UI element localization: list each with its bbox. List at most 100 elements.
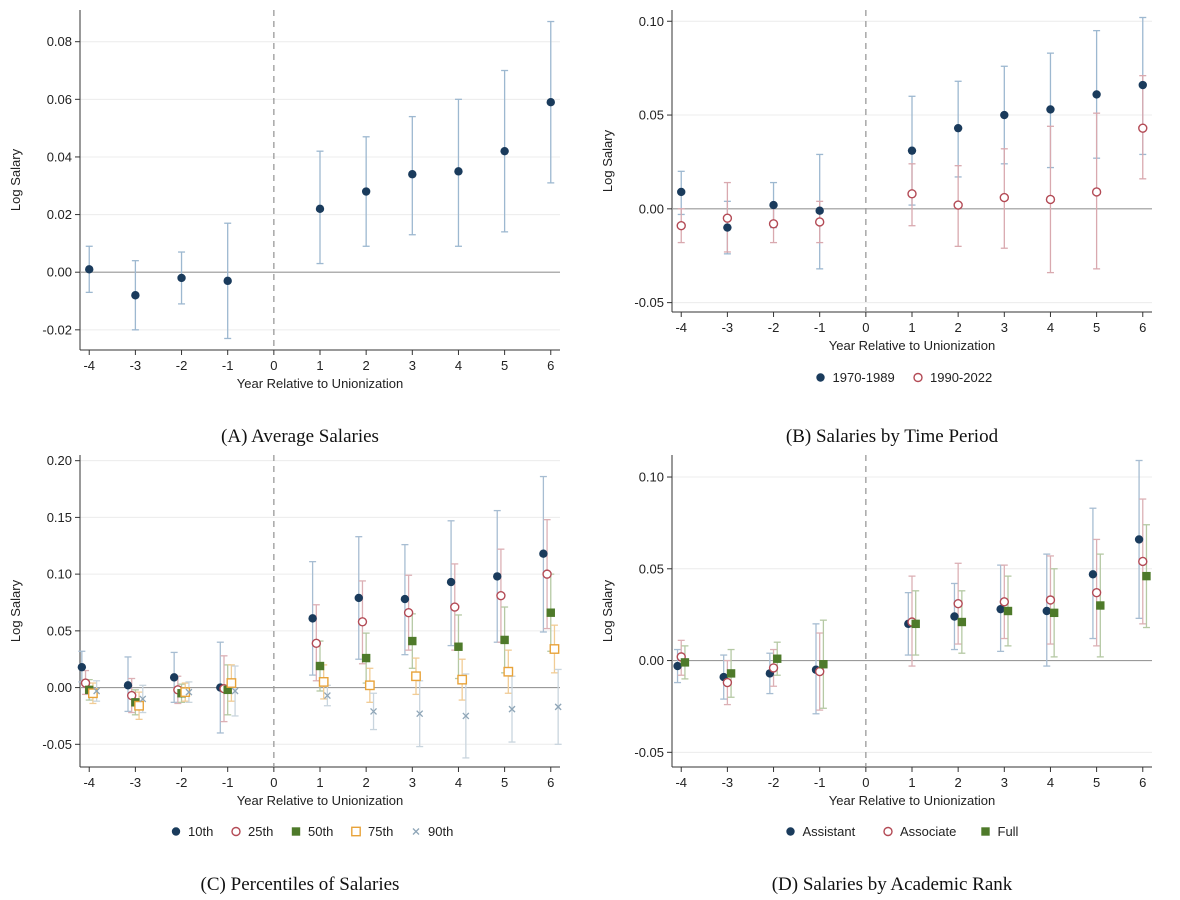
y-tick-label: 0.00 — [47, 265, 72, 280]
panel-caption: (D) Salaries by Academic Rank — [772, 874, 1013, 895]
data-point — [508, 705, 516, 713]
data-point — [907, 189, 917, 199]
x-tick-label: -4 — [83, 358, 95, 373]
data-point — [308, 614, 317, 623]
legend-marker — [231, 826, 241, 837]
x-tick-label: 4 — [455, 775, 462, 790]
y-tick-label: 0.04 — [47, 149, 72, 164]
y-tick-label: 0.08 — [47, 34, 72, 49]
legend-marker — [786, 827, 795, 836]
data-point — [457, 674, 468, 685]
data-point — [361, 653, 371, 663]
data-point — [454, 642, 463, 651]
data-point — [496, 590, 506, 601]
panel-caption: (C) Percentiles of Salaries — [201, 874, 400, 895]
data-point — [323, 692, 331, 699]
x-tick-label: 6 — [547, 775, 554, 790]
legend-label: 25th — [248, 824, 273, 839]
x-tick-label: -3 — [722, 320, 734, 335]
data-point — [542, 569, 552, 579]
y-tick-label: -0.05 — [634, 745, 664, 760]
data-point — [953, 200, 963, 210]
data-point — [676, 221, 686, 231]
x-tick-label: 5 — [1093, 775, 1100, 790]
data-point — [403, 608, 414, 618]
x-tick-label: 4 — [1047, 775, 1054, 790]
x-tick-label: -4 — [675, 775, 687, 790]
x-tick-label: 2 — [363, 358, 370, 373]
x-tick-label: 6 — [1139, 320, 1146, 335]
y-tick-label: -0.02 — [42, 322, 72, 337]
legend-marker — [883, 826, 893, 837]
data-point — [999, 597, 1010, 607]
x-tick-label: 1 — [316, 775, 323, 790]
data-point — [411, 671, 421, 682]
panel-a-average-salaries: -0.02 0.00 0.02 0.04 0.06 0.08 -4 -3 -2 -1 0 1 2 3 4 5 6… — [8, 10, 560, 447]
legend-marker — [981, 827, 990, 836]
panel-caption: (B) Salaries by Time Period — [786, 426, 999, 447]
legend-marker — [412, 828, 420, 835]
data-point — [454, 167, 463, 176]
legend-marker — [913, 372, 923, 383]
data-point — [139, 695, 147, 703]
data-point — [680, 658, 690, 667]
y-tick-label: 0.15 — [47, 510, 72, 525]
x-tick-label: 1 — [316, 358, 323, 373]
data-point — [1091, 187, 1102, 197]
data-point — [226, 678, 237, 688]
y-tick-label: 0.10 — [47, 567, 72, 582]
data-point — [1138, 123, 1148, 133]
data-point — [1092, 90, 1101, 99]
x-tick-label: -2 — [768, 320, 780, 335]
y-tick-label: -0.05 — [42, 737, 72, 752]
data-point — [1142, 571, 1151, 581]
data-point — [768, 663, 779, 673]
panel-d-salaries-by-academic-rank: -0.05 0.00 0.05 0.10 -4 -3 -2 -1 0 1 2 3 4 5 6 Year Rel… — [600, 455, 1152, 895]
data-point — [446, 577, 456, 587]
data-point — [408, 636, 417, 646]
y-tick-label: 0.00 — [47, 680, 72, 695]
data-point — [169, 673, 179, 682]
y-tick-label: 0.05 — [47, 623, 72, 638]
data-point — [723, 223, 732, 232]
legend-label: 1970-1989 — [833, 370, 895, 385]
data-point — [1138, 556, 1148, 567]
data-point — [1049, 608, 1059, 618]
data-point — [953, 598, 963, 609]
data-point — [416, 710, 424, 718]
data-point — [500, 635, 509, 645]
y-tick-label: 0.06 — [47, 92, 72, 107]
data-point — [450, 602, 460, 612]
panel-b-salaries-by-time-period: -0.05 0.00 0.05 0.10 -4 -3 -2 -1 0 1 2 3 4 5 6 Year Rel… — [600, 10, 1152, 447]
data-point — [677, 187, 686, 197]
data-point — [315, 204, 325, 214]
data-point — [85, 265, 94, 274]
y-tick-label: 0.10 — [639, 470, 664, 485]
data-point — [223, 685, 232, 695]
data-point — [722, 677, 733, 688]
data-point — [554, 703, 562, 711]
data-point — [1091, 587, 1102, 598]
data-point — [814, 217, 825, 227]
y-axis-title: Log Salary — [8, 579, 23, 642]
x-tick-label: 0 — [862, 775, 869, 790]
data-point — [1134, 535, 1144, 544]
x-tick-label: 3 — [1001, 320, 1008, 335]
x-tick-label: 4 — [1047, 320, 1054, 335]
data-point — [539, 549, 548, 558]
data-point — [131, 291, 140, 300]
x-tick-label: -1 — [814, 320, 826, 335]
x-tick-label: -3 — [130, 358, 142, 373]
legend-label: 1990-2022 — [930, 370, 992, 385]
x-tick-label: 2 — [955, 775, 962, 790]
data-point — [1003, 606, 1013, 616]
x-tick-label: 2 — [363, 775, 370, 790]
data-point — [93, 687, 101, 695]
data-point — [996, 604, 1005, 614]
data-point — [370, 707, 377, 715]
data-point — [123, 681, 133, 690]
y-tick-label: 0.20 — [47, 453, 72, 468]
y-tick-label: 0.00 — [639, 201, 664, 216]
x-axis-title: Year Relative to Unionization — [829, 338, 995, 353]
data-point — [957, 617, 967, 627]
